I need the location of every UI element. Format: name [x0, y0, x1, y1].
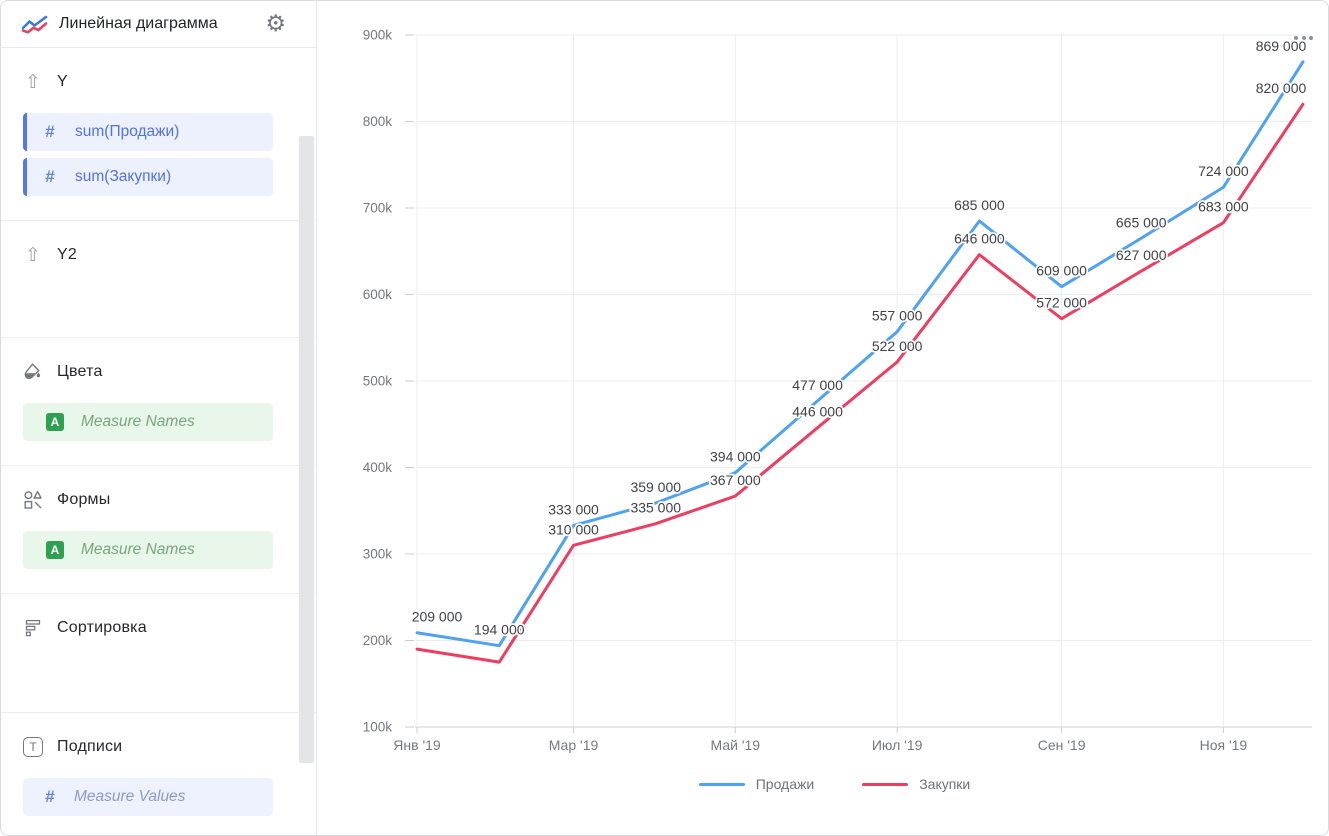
section-shapes-header: Формы	[23, 490, 273, 510]
chart-type-title: Линейная диаграмма	[59, 15, 218, 32]
legend-item-purchases[interactable]: Закупки	[862, 776, 970, 792]
chart-panel: 100k 200k 300k 400k 500k 600k 700k 800k 900k Янв …	[317, 1, 1328, 835]
section-sorting-label: Сортировка	[57, 619, 147, 636]
svg-text:609 000: 609 000	[1036, 263, 1087, 279]
section-sorting-header: Сортировка	[23, 618, 273, 638]
svg-text:820 000: 820 000	[1256, 80, 1307, 96]
svg-text:394 000: 394 000	[710, 449, 761, 465]
svg-text:310 000: 310 000	[548, 521, 599, 537]
section-y2-label: Y2	[57, 246, 77, 263]
number-field-icon: #	[45, 122, 55, 141]
section-labels-fields: # Measure Values	[23, 778, 273, 816]
paint-bucket-icon	[23, 362, 43, 382]
svg-text:700k: 700k	[363, 201, 393, 216]
field-chip-text: sum(Закупки)	[75, 168, 172, 185]
string-field-icon: A	[46, 541, 64, 559]
section-shapes-fields: A Measure Names	[23, 531, 273, 569]
svg-text:Янв '19: Янв '19	[393, 737, 441, 753]
section-labels: T Подписи # Measure Values	[1, 713, 316, 835]
svg-text:477 000: 477 000	[792, 377, 843, 393]
svg-text:900k: 900k	[363, 28, 393, 43]
field-chip-sum-sales[interactable]: # sum(Продажи)	[23, 113, 273, 151]
svg-text:Сен '19: Сен '19	[1038, 737, 1086, 753]
legend-item-sales[interactable]: Продажи	[698, 776, 815, 792]
svg-text:335 000: 335 000	[630, 500, 681, 516]
svg-text:194 000: 194 000	[474, 622, 525, 638]
svg-text:359 000: 359 000	[630, 479, 681, 495]
section-y-fields: # sum(Продажи) # sum(Закупки)	[23, 113, 273, 196]
sidebar: Линейная диаграмма ⚙ ⇧ Y # sum(Продажи) …	[1, 1, 317, 835]
legend-label: Закупки	[919, 776, 971, 792]
svg-text:209 000: 209 000	[412, 609, 463, 625]
field-chip-text: sum(Продажи)	[75, 123, 180, 140]
svg-text:869 000: 869 000	[1256, 38, 1307, 54]
section-y2: ⇧ Y2	[1, 221, 316, 338]
svg-text:Июл '19: Июл '19	[872, 737, 923, 753]
number-field-icon: #	[45, 787, 55, 806]
svg-text:200k: 200k	[363, 633, 393, 648]
svg-text:500k: 500k	[363, 374, 393, 389]
svg-text:557 000: 557 000	[872, 308, 923, 324]
section-labels-header: T Подписи	[23, 737, 273, 757]
axis-up-arrow-icon: ⇧	[25, 70, 41, 93]
legend-label: Продажи	[755, 776, 815, 792]
sidebar-header: Линейная диаграмма ⚙	[1, 1, 316, 48]
chart-menu-dots-icon[interactable]	[1294, 36, 1313, 40]
svg-text:572 000: 572 000	[1036, 295, 1087, 311]
section-sorting: Сортировка	[1, 594, 316, 713]
svg-text:Май '19: Май '19	[711, 737, 761, 753]
section-shapes: Формы A Measure Names	[1, 466, 316, 594]
line-chart-type-icon[interactable]	[21, 14, 48, 35]
string-field-icon: A	[46, 413, 64, 431]
measure-names-chip[interactable]: A Measure Names	[23, 531, 273, 569]
section-colors: Цвета A Measure Names	[1, 338, 316, 466]
axis-up-arrow-icon: ⇧	[25, 243, 41, 266]
svg-text:333 000: 333 000	[548, 501, 599, 517]
sidebar-scrollbar[interactable]	[299, 136, 314, 763]
number-field-icon: #	[45, 167, 55, 186]
svg-text:600k: 600k	[363, 287, 393, 302]
section-y2-header: ⇧ Y2	[23, 245, 273, 265]
section-y-label: Y	[57, 73, 68, 90]
svg-text:522 000: 522 000	[872, 338, 923, 354]
svg-text:627 000: 627 000	[1116, 247, 1167, 263]
section-y: ⇧ Y # sum(Продажи) # sum(Закупки)	[1, 48, 316, 221]
sort-bars-icon	[23, 618, 43, 638]
section-labels-label: Подписи	[57, 738, 123, 755]
field-chip-sum-purchases[interactable]: # sum(Закупки)	[23, 158, 273, 196]
placeholder-chip-text: Measure Values	[74, 788, 186, 805]
shapes-icon	[23, 490, 43, 510]
section-shapes-label: Формы	[57, 491, 111, 508]
placeholder-chip-text: Measure Names	[81, 541, 195, 558]
placeholder-chip-text: Measure Names	[81, 413, 195, 430]
svg-text:665 000: 665 000	[1116, 214, 1167, 230]
measure-names-chip[interactable]: A Measure Names	[23, 403, 273, 441]
svg-text:724 000: 724 000	[1198, 163, 1249, 179]
svg-text:100k: 100k	[363, 720, 393, 735]
svg-text:367 000: 367 000	[710, 472, 761, 488]
svg-text:Ноя '19: Ноя '19	[1200, 737, 1248, 753]
svg-text:300k: 300k	[363, 547, 393, 562]
svg-text:685 000: 685 000	[954, 197, 1005, 213]
measure-values-chip[interactable]: # Measure Values	[23, 778, 273, 816]
svg-text:446 000: 446 000	[792, 404, 843, 420]
line-chart: 100k 200k 300k 400k 500k 600k 700k 800k 900k Янв …	[363, 28, 1312, 753]
svg-text:646 000: 646 000	[954, 231, 1005, 247]
section-colors-fields: A Measure Names	[23, 403, 273, 441]
section-y-header: ⇧ Y	[23, 72, 273, 92]
section-colors-header: Цвета	[23, 362, 273, 382]
svg-text:683 000: 683 000	[1198, 199, 1249, 215]
purchases-line-swatch	[862, 782, 909, 786]
svg-text:400k: 400k	[363, 460, 393, 475]
section-colors-label: Цвета	[57, 363, 103, 380]
chart-legend: Продажи Закупки	[329, 776, 1328, 792]
svg-text:Мар '19: Мар '19	[549, 737, 599, 753]
sales-line-swatch	[698, 782, 745, 786]
svg-text:800k: 800k	[363, 114, 393, 129]
text-label-icon: T	[23, 737, 43, 757]
settings-gear-icon[interactable]: ⚙	[265, 10, 286, 37]
